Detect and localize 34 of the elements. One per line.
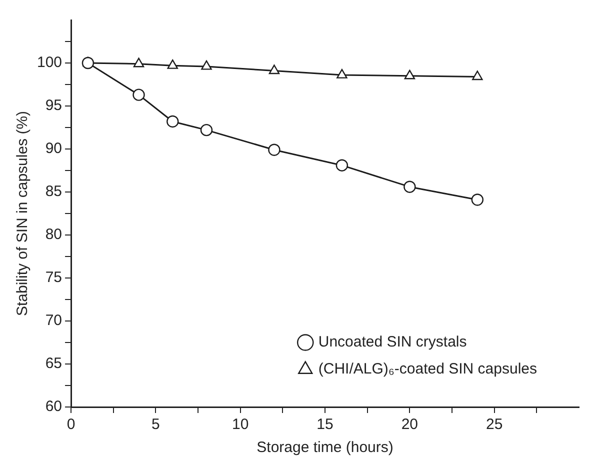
point	[471, 194, 484, 206]
y-tick-label: 85	[45, 183, 62, 200]
y-tick-label: 75	[45, 269, 62, 286]
y-tick-label: 95	[45, 97, 62, 114]
point	[472, 70, 483, 80]
legend-label: Uncoated SIN crystals	[318, 334, 467, 351]
y-tick-label: 90	[45, 140, 62, 158]
x-tick-label: 0	[66, 416, 76, 434]
point	[201, 60, 212, 70]
point	[336, 159, 348, 172]
point	[82, 56, 94, 70]
point	[167, 59, 178, 69]
x-axis-title: Storage time (hours)	[256, 439, 394, 456]
x-tick-label: 25	[486, 416, 503, 434]
x-tick-label: 10	[232, 416, 249, 434]
x-tick-label: 5	[152, 416, 160, 434]
point	[336, 68, 348, 78]
point	[404, 180, 416, 193]
y-tick-label: 65	[45, 355, 62, 372]
point	[132, 88, 145, 101]
y-tick-label: 80	[45, 226, 62, 244]
x-tick-label: 15	[316, 416, 334, 434]
y-axis-title: Stability of SIN in capsules (%)	[14, 110, 32, 316]
point	[133, 58, 144, 68]
point	[404, 70, 416, 80]
point	[200, 124, 213, 136]
y-tick-label: 70	[45, 312, 62, 330]
point	[166, 115, 179, 128]
legend-label: (CHI/ALG)₆-coated SIN capsules	[318, 360, 538, 378]
point	[268, 144, 280, 156]
y-tick-label: 60	[45, 398, 62, 416]
x-tick-label: 20	[401, 416, 418, 434]
point	[268, 64, 280, 74]
y-tick-label: 100	[36, 54, 62, 72]
